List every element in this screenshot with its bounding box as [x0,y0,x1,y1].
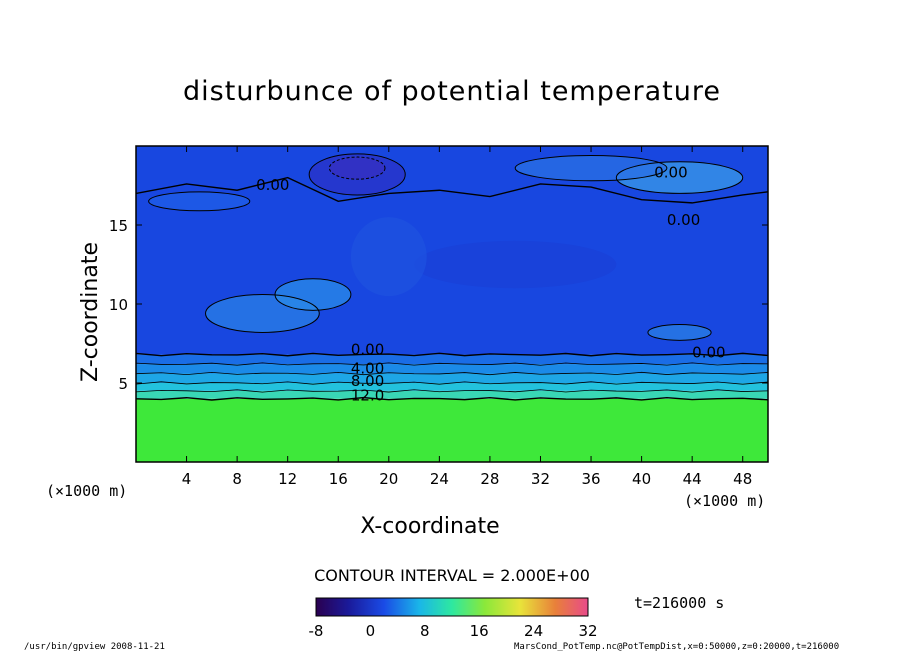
heatmap-layer-1 [136,390,768,399]
colorbar-tick-label: 16 [470,622,489,640]
heatmap-patch-6 [647,324,712,341]
y-tick-label: 5 [118,375,128,393]
x-unit-label: (×1000 m) [684,492,766,510]
contour-ring-6 [647,324,712,341]
x-tick-label: 16 [329,470,348,488]
heatmap-layer-5 [136,354,768,365]
heatmap-field [136,146,768,462]
x-axis: 4 8 12 16 20 24 28 32 36 40 44 48 [182,146,752,488]
colorbar-tick-label: 32 [578,622,597,640]
heatmap-layer-4 [136,364,768,374]
contour-line-0 [136,396,768,401]
contour-label: 8.00 [351,372,384,390]
y-axis-title: Z-coordinate [78,242,103,382]
contour-label: 0.00 [256,176,289,194]
x-tick-label: 24 [430,470,449,488]
contour-ring-3 [514,154,668,182]
heatmap-layer-3 [136,373,768,383]
heatmap-layer-0 [136,398,768,462]
contour-label: 4.00 [351,360,384,378]
x-tick-label: 44 [683,470,702,488]
contour-ring-4 [205,294,320,333]
x-tick-label: 28 [480,470,499,488]
x-tick-label: 40 [632,470,651,488]
contour-label: 0.00 [692,344,725,362]
time-label: t=216000 s [634,594,725,612]
x-tick-label: 32 [531,470,550,488]
contour-ring-5 [274,278,352,311]
colorbar [315,597,589,617]
contour-line-4 [136,362,768,366]
x-axis-title: X-coordinate [360,514,500,539]
contour-label: 0.00 [667,211,700,229]
colorbar-tick-label: -8 [309,622,324,640]
y-tick-label: 15 [109,217,128,235]
contour-line-2 [136,381,768,385]
colorbar-tick-label: 24 [524,622,543,640]
heatmap-patch-9 [350,217,427,297]
colorbar-tick-label: 8 [420,622,430,640]
x-tick-label: 48 [733,470,752,488]
z-unit-label: (×1000 m) [46,482,128,500]
chart-title: disturbunce of potential temperature [183,76,721,107]
contour-lines [136,153,768,401]
y-axis: 5 10 15 [109,217,768,393]
colorbar-ticks: -8 0 8 16 24 32 [309,622,598,640]
x-tick-label: 12 [278,470,297,488]
contour-interval: CONTOUR INTERVAL = 2.000E+00 [314,566,590,585]
x-tick-label: 8 [232,470,242,488]
heatmap-patch-5 [275,278,351,311]
heatmap-layer-2 [136,383,768,391]
x-tick-label: 4 [182,470,192,488]
contour-label: 12.0 [351,386,384,404]
footer-left: /usr/bin/gpview 2008-11-21 [24,642,165,652]
footer-right: MarsCond_PotTemp.nc@PotTempDist,x=0:5000… [514,642,840,652]
heatmap-patch-3 [515,155,667,181]
x-tick-label: 20 [379,470,398,488]
contour-label: 0.00 [654,164,687,182]
contour-label: 0.00 [351,341,384,359]
heatmap-patch-8 [414,240,617,289]
contour-ring-2 [615,161,744,194]
y-tick-label: 10 [109,296,128,314]
contour-line-5 [136,352,768,357]
contour-ring-7 [148,191,251,212]
heatmap-patch-7 [148,191,250,211]
contour-line-upper [136,176,768,204]
colorbar-tick-label: 0 [366,622,376,640]
contour-line-3 [136,371,768,376]
heatmap-patch-1 [309,153,406,195]
x-tick-label: 36 [581,470,600,488]
contour-ring-1 [308,153,406,196]
contour-ring-0 [328,156,386,180]
contour-line-1 [136,389,768,393]
